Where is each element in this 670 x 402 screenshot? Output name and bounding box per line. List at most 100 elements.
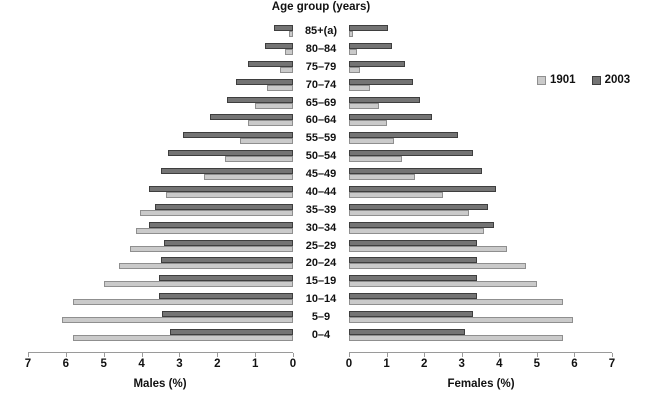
- female-tick-label: 5: [533, 358, 541, 370]
- bar-female-2003: [349, 78, 413, 85]
- bar-female-2003: [349, 96, 421, 103]
- bar-male-1901: [285, 48, 293, 55]
- male-tick-label: 0: [289, 358, 297, 370]
- female-axis-title: Females (%): [447, 378, 515, 390]
- bar-male-2003: [154, 203, 293, 210]
- bar-male-1901: [118, 263, 293, 270]
- bar-female-1901: [349, 66, 361, 73]
- bar-female-2003: [349, 114, 432, 121]
- bar-male-2003: [160, 257, 293, 264]
- female-tick-label: 3: [458, 358, 465, 370]
- male-tick-label: 7: [24, 358, 32, 370]
- bar-female-1901: [349, 31, 353, 37]
- bar-male-2003: [247, 60, 293, 67]
- bar-female-2003: [349, 150, 473, 157]
- legend-item-2003: 2003: [591, 74, 631, 86]
- age-group-label: 60–64: [305, 114, 337, 127]
- bar-female-1901: [349, 334, 564, 341]
- pyramid-row-male: [28, 328, 293, 341]
- age-group-label: 0–4: [311, 328, 331, 341]
- bar-male-1901: [130, 245, 293, 252]
- bar-male-2003: [158, 293, 293, 300]
- female-tick-label: 6: [571, 358, 578, 370]
- female-tick: [574, 353, 576, 357]
- bar-female-2003: [349, 42, 393, 49]
- pyramid-row-female: [349, 150, 612, 163]
- pyramid-row-female: [349, 275, 612, 288]
- bar-male-1901: [240, 138, 293, 145]
- age-group-label: 70–74: [305, 78, 337, 91]
- female-tick: [536, 353, 538, 357]
- bar-female-1901: [349, 263, 526, 270]
- bar-male-1901: [103, 281, 293, 288]
- age-group-label: 55–59: [305, 132, 337, 145]
- age-group-label: 30–34: [305, 221, 337, 234]
- male-tick-label: 5: [100, 358, 107, 370]
- bar-female-1901: [349, 245, 507, 252]
- male-tick: [141, 353, 143, 357]
- bar-female-2003: [349, 257, 477, 264]
- pyramid-row-male: [28, 42, 293, 55]
- age-group-label: 65–69: [305, 96, 337, 109]
- male-tick-label: 3: [176, 358, 183, 370]
- female-tick: [386, 353, 388, 357]
- bar-female-1901: [349, 120, 387, 127]
- pyramid-row-female: [349, 257, 612, 270]
- age-group-label: 5–9: [311, 311, 331, 324]
- bar-male-2003: [149, 185, 293, 192]
- female-tick: [424, 353, 426, 357]
- pyramid-row-female: [349, 42, 612, 55]
- age-group-label: 80–84: [305, 42, 337, 55]
- bar-male-2003: [226, 96, 293, 103]
- age-group-label: 85+(a): [304, 25, 338, 37]
- pyramid-row-female: [349, 60, 612, 73]
- legend-label-2003: 2003: [604, 74, 631, 86]
- bar-male-2003: [158, 275, 293, 282]
- age-group-label: 40–44: [305, 185, 337, 198]
- female-tick: [349, 353, 350, 357]
- female-tick: [499, 353, 501, 357]
- bar-female-1901: [349, 281, 537, 288]
- bar-female-2003: [349, 328, 466, 335]
- bar-male-1901: [166, 191, 293, 198]
- bar-female-1901: [349, 84, 370, 91]
- bar-female-1901: [349, 156, 402, 163]
- female-tick-label: 4: [496, 358, 503, 370]
- age-group-label: 15–19: [305, 275, 337, 288]
- male-tick: [179, 353, 181, 357]
- female-tick-label: 0: [345, 358, 353, 370]
- bar-female-2003: [349, 239, 477, 246]
- female-axis-line: [349, 352, 612, 353]
- pyramid-row-male: [28, 275, 293, 288]
- pyramid-row-male: [28, 185, 293, 198]
- pyramid-row-male: [28, 132, 293, 145]
- legend-swatch-1901: [537, 75, 546, 85]
- pyramid-row-female: [349, 185, 612, 198]
- female-tick-label: 7: [608, 358, 616, 370]
- bar-male-1901: [289, 31, 293, 37]
- female-tick-label: 1: [383, 358, 390, 370]
- male-tick: [293, 353, 294, 357]
- bar-male-1901: [139, 209, 293, 216]
- bar-male-1901: [73, 334, 293, 341]
- bar-male-2003: [236, 78, 293, 85]
- bar-male-1901: [62, 317, 293, 324]
- legend-item-1901: 1901: [537, 74, 576, 86]
- pyramid-row-female: [349, 132, 612, 145]
- bar-male-2003: [168, 150, 293, 157]
- bar-male-2003: [162, 311, 293, 318]
- pyramid-row-male: [28, 60, 293, 73]
- bar-female-1901: [349, 48, 357, 55]
- bar-female-2003: [349, 60, 406, 67]
- female-tick: [612, 353, 613, 357]
- bar-female-2003: [349, 275, 477, 282]
- bar-male-1901: [255, 102, 293, 109]
- pyramid-row-male: [28, 168, 293, 181]
- male-axis-line: [28, 352, 293, 353]
- male-tick: [28, 353, 29, 357]
- male-tick-label: 4: [138, 358, 145, 370]
- legend-swatch-2003: [591, 75, 601, 85]
- bar-female-2003: [349, 203, 488, 210]
- pyramid-row-female: [349, 239, 612, 252]
